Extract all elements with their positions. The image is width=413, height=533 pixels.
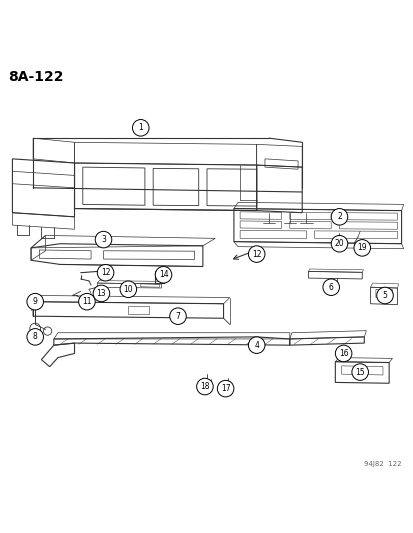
Circle shape: [169, 308, 186, 325]
Circle shape: [322, 279, 339, 295]
Text: 10: 10: [123, 285, 133, 294]
Text: 4: 4: [254, 341, 259, 350]
Text: 15: 15: [354, 368, 364, 377]
Text: 14: 14: [158, 270, 168, 279]
Circle shape: [97, 264, 114, 281]
Text: 94J82  122: 94J82 122: [363, 461, 401, 467]
Text: 6: 6: [328, 282, 333, 292]
Circle shape: [330, 208, 347, 225]
Circle shape: [330, 236, 347, 252]
Text: 12: 12: [252, 249, 261, 259]
Circle shape: [217, 381, 233, 397]
Circle shape: [248, 337, 264, 353]
Text: 16: 16: [338, 349, 348, 358]
Circle shape: [155, 266, 171, 283]
Text: 12: 12: [101, 268, 110, 277]
Circle shape: [93, 285, 109, 302]
Circle shape: [351, 364, 368, 381]
Text: 8A-122: 8A-122: [8, 70, 64, 84]
Text: 7: 7: [175, 312, 180, 321]
Circle shape: [335, 345, 351, 362]
Text: 17: 17: [220, 384, 230, 393]
Circle shape: [353, 240, 370, 256]
Circle shape: [27, 329, 43, 345]
Circle shape: [376, 287, 392, 304]
Circle shape: [95, 231, 112, 248]
Circle shape: [248, 246, 264, 262]
Text: 2: 2: [336, 212, 341, 221]
Text: 3: 3: [101, 235, 106, 244]
Text: 11: 11: [82, 297, 91, 306]
Text: 20: 20: [334, 239, 344, 248]
Circle shape: [196, 378, 213, 395]
Text: 8: 8: [33, 333, 38, 341]
Circle shape: [120, 281, 136, 297]
Circle shape: [27, 293, 43, 310]
Text: 13: 13: [96, 289, 106, 298]
Text: 1: 1: [138, 123, 143, 132]
Circle shape: [78, 293, 95, 310]
Text: 18: 18: [200, 382, 209, 391]
Circle shape: [132, 119, 149, 136]
Text: 5: 5: [382, 291, 387, 300]
Text: 19: 19: [356, 244, 366, 252]
Text: 9: 9: [33, 297, 38, 306]
